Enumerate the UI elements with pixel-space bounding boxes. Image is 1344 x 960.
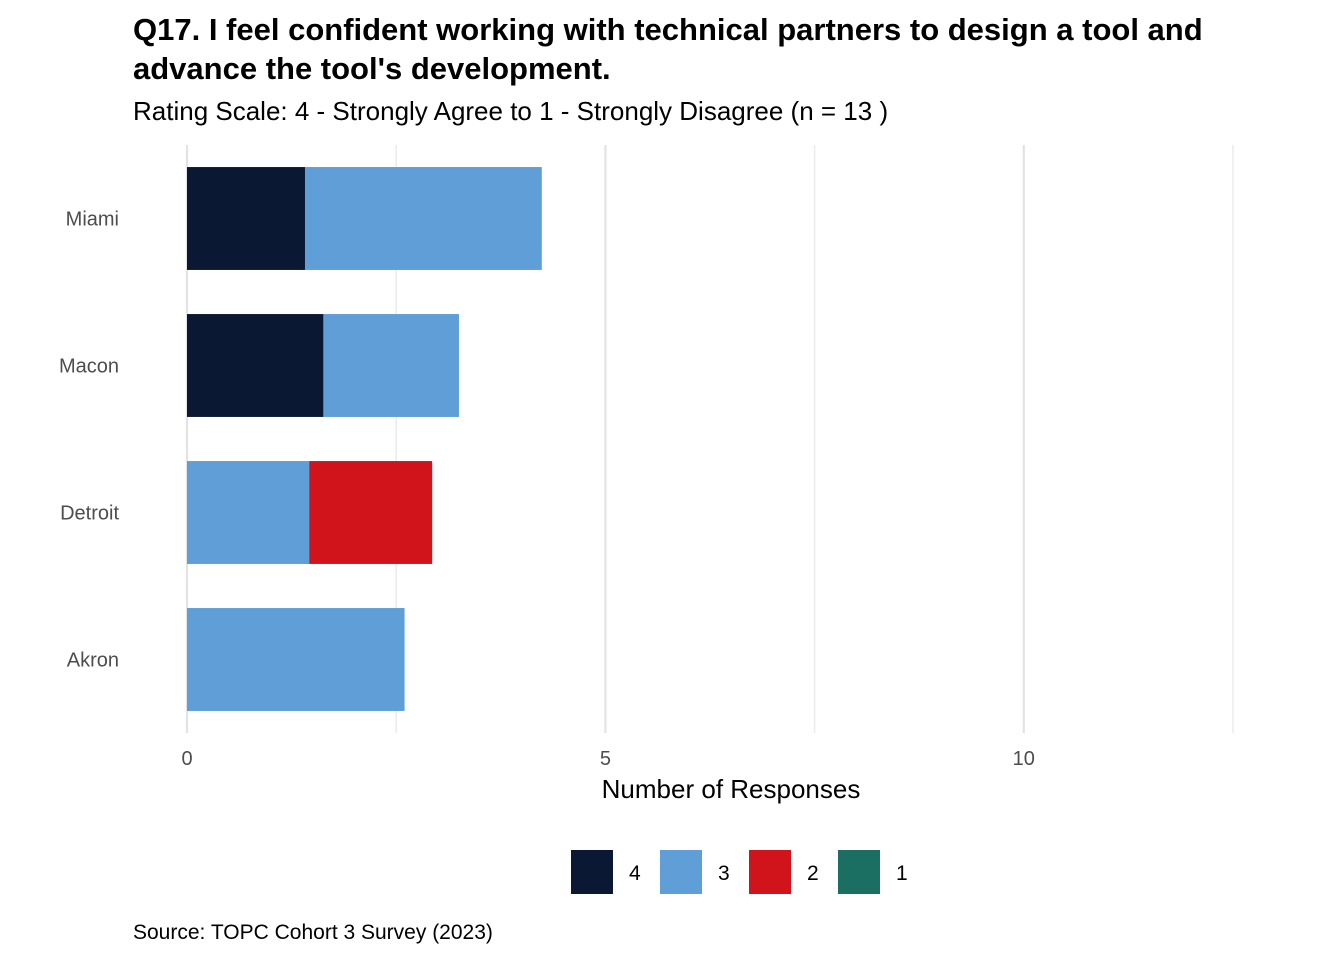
y-tick-label: Miami bbox=[66, 209, 119, 231]
chart-title: Q17. I feel confident working with techn… bbox=[133, 12, 1203, 86]
bar-segment bbox=[187, 167, 305, 270]
chart-caption: Source: TOPC Cohort 3 Survey (2023) bbox=[133, 921, 493, 944]
legend: 4 3 2 1 bbox=[571, 850, 908, 894]
legend-key bbox=[838, 850, 880, 894]
bar-segment bbox=[187, 461, 310, 564]
x-tick-label: 0 bbox=[181, 748, 192, 770]
legend-key bbox=[749, 850, 791, 894]
bar-segment bbox=[304, 167, 542, 270]
chart-subtitle: Rating Scale: 4 - Strongly Agree to 1 - … bbox=[133, 96, 889, 126]
x-tick-label: 10 bbox=[1013, 748, 1035, 770]
legend-label: 4 bbox=[629, 862, 641, 885]
y-tick-label: Macon bbox=[59, 356, 119, 378]
bar-segment bbox=[187, 314, 324, 417]
bars-layer bbox=[187, 167, 542, 711]
legend-key bbox=[571, 850, 613, 894]
x-tick-label: 5 bbox=[600, 748, 611, 770]
legend-label: 2 bbox=[807, 862, 819, 885]
bar-segment bbox=[187, 608, 405, 711]
bar-segment bbox=[309, 461, 433, 564]
legend-label: 1 bbox=[896, 862, 908, 885]
y-tick-labels: Miami Macon Detroit Akron bbox=[59, 209, 119, 672]
y-tick-label: Akron bbox=[67, 650, 119, 672]
legend-key bbox=[660, 850, 702, 894]
legend-label: 3 bbox=[718, 862, 730, 885]
x-axis-title: Number of Responses bbox=[602, 774, 861, 804]
bar-segment bbox=[323, 314, 459, 417]
x-tick-labels: 0 5 10 bbox=[181, 748, 1034, 770]
y-tick-label: Detroit bbox=[60, 503, 119, 525]
